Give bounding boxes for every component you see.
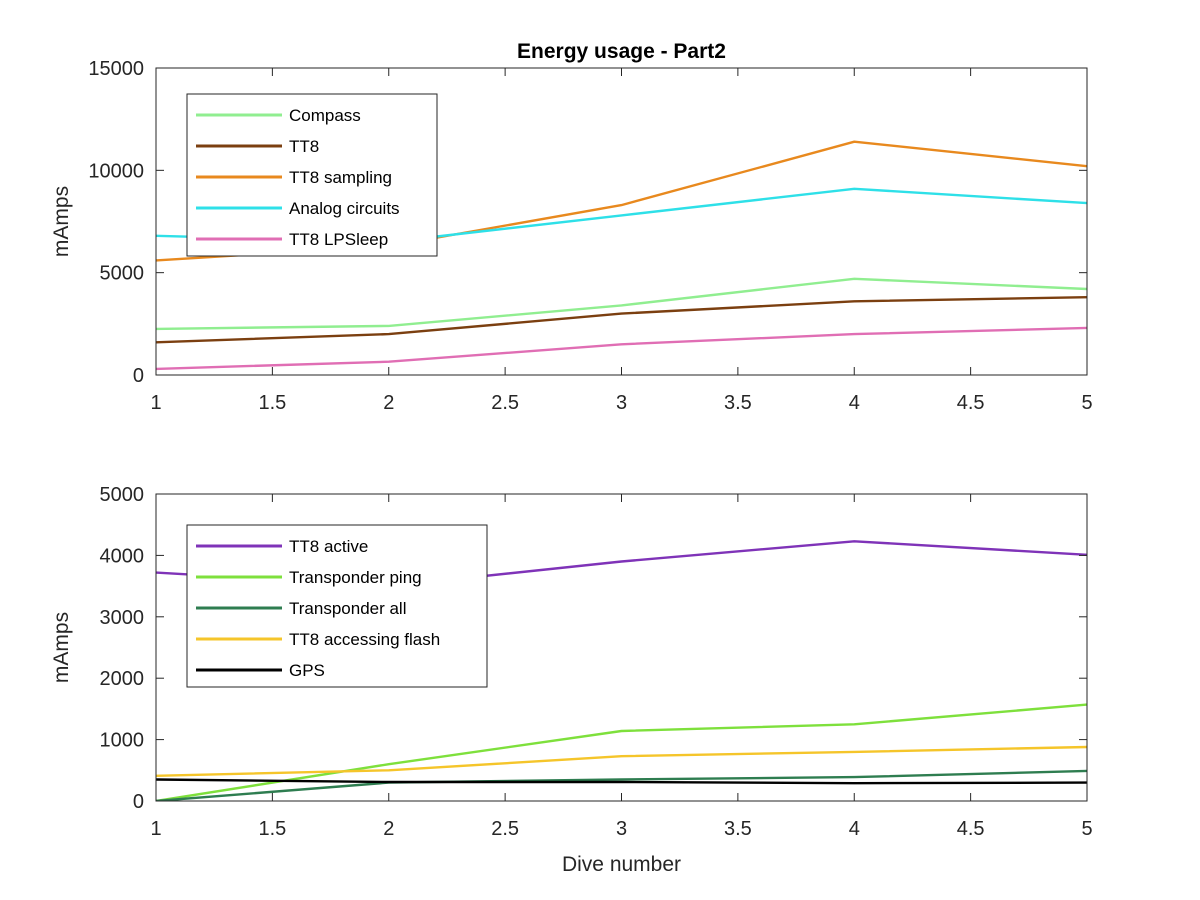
x-tick-label: 2.5 — [491, 392, 519, 414]
x-tick-label: 4 — [849, 392, 860, 414]
legend-label-1: TT8 active — [289, 537, 368, 556]
y-tick-label: 3000 — [100, 607, 145, 629]
y-axis-label: mAmps — [50, 612, 73, 683]
x-tick-label: 1.5 — [258, 818, 286, 840]
x-tick-label: 5 — [1081, 392, 1092, 414]
x-tick-label: 4.5 — [957, 392, 985, 414]
legend: Compass TT8 TT8 sampling Analog circuits TT8… — [186, 93, 438, 257]
legend-label-3: Transponder all — [289, 599, 407, 618]
x-tick-label: 4.5 — [957, 818, 985, 840]
legend-box — [186, 93, 438, 257]
x-tick-label: 2 — [383, 818, 394, 840]
x-tick-label: 5 — [1081, 818, 1092, 840]
chart-panel-2: 1 1.5 2 2.5 3 3.5 4 4.5 5 0 1000 2000 3000 4000 5000 mA… — [50, 484, 1093, 876]
series-line-2 — [156, 703, 1087, 801]
legend-label-2: Transponder ping — [289, 568, 422, 587]
x-tick-label: 3.5 — [724, 818, 752, 840]
legend: TT8 active Transponder ping Transponder al… — [186, 524, 488, 688]
series-line-2 — [156, 296, 1087, 344]
y-tick-label: 4000 — [100, 545, 145, 567]
y-tick-label: 15000 — [88, 58, 144, 80]
legend-label-5: TT8 LPSleep — [289, 230, 388, 249]
x-tick-label: 3 — [616, 818, 627, 840]
chart-panel-1: 1 1.5 2 2.5 3 3.5 4 4.5 5 0 5000 10000 15000 mAmps Ene… — [50, 40, 1093, 414]
series-line-1 — [156, 277, 1087, 331]
y-tick-label: 0 — [133, 365, 144, 387]
x-axis-label: Dive number — [562, 853, 681, 876]
x-tick-label: 3 — [616, 392, 627, 414]
y-tick-label: 10000 — [88, 160, 144, 182]
x-tick-label: 2.5 — [491, 818, 519, 840]
legend-label-1: Compass — [289, 106, 361, 125]
y-axis-label: mAmps — [50, 186, 73, 257]
y-tick-label: 1000 — [100, 730, 145, 752]
x-tick-label: 1 — [150, 818, 161, 840]
y-tick-label: 5000 — [100, 263, 145, 285]
chart-title: Energy usage - Part2 — [517, 40, 726, 63]
legend-label-4: TT8 accessing flash — [289, 630, 440, 649]
legend-label-5: GPS — [289, 661, 325, 680]
legend-label-2: TT8 — [289, 137, 319, 156]
x-tick-label: 2 — [383, 392, 394, 414]
x-tick-label: 1.5 — [258, 392, 286, 414]
legend-label-3: TT8 sampling — [289, 168, 392, 187]
series-line-4 — [156, 745, 1087, 777]
series-line-3 — [156, 769, 1087, 801]
y-tick-label: 0 — [133, 791, 144, 813]
y-tick-label: 5000 — [100, 484, 145, 506]
series-line-5 — [156, 778, 1087, 785]
y-tick-label: 2000 — [100, 668, 145, 690]
series-line-5 — [156, 326, 1087, 371]
x-tick-label: 4 — [849, 818, 860, 840]
legend-box — [186, 524, 488, 688]
x-tick-label: 1 — [150, 392, 161, 414]
x-tick-label: 3.5 — [724, 392, 752, 414]
legend-label-4: Analog circuits — [289, 199, 400, 218]
